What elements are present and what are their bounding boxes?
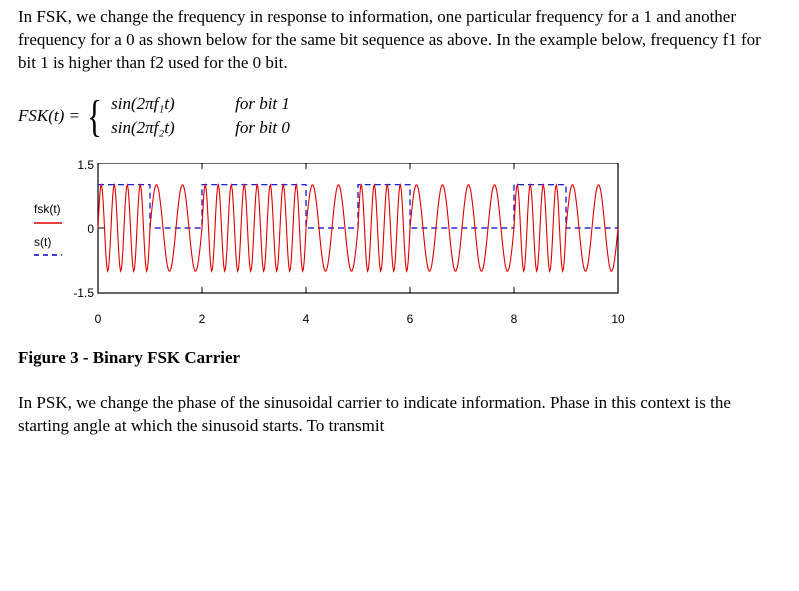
chart-plot — [58, 163, 622, 311]
fsk-chart: fsk(t) s(t) 1.5 0 -1.5 0246810 — [58, 163, 698, 327]
equation-brace: { sin(2πf₁t) for bit 1 sin(2πf₂t) for bi… — [84, 93, 290, 141]
page-root: In FSK, we change the frequency in respo… — [0, 0, 799, 591]
legend-label-st: s(t) — [34, 235, 51, 249]
equation-case1-expr: sin(2πf₁t) — [111, 93, 221, 116]
legend-swatch-fsk — [34, 220, 62, 226]
legend-item-fsk: fsk(t) — [34, 201, 62, 226]
xtick: 10 — [611, 311, 624, 327]
outro-paragraph: In PSK, we change the phase of the sinus… — [18, 392, 781, 438]
ytick-bot: -1.5 — [64, 285, 94, 301]
figure-caption: Figure 3 - Binary FSK Carrier — [18, 347, 781, 370]
equation-case2-expr: sin(2πf₂t) — [111, 117, 221, 140]
xtick: 2 — [199, 311, 206, 327]
xtick: 0 — [95, 311, 102, 327]
chart-legend: fsk(t) s(t) — [34, 201, 62, 267]
xtick-row: 0 2 4 6 8 10 — [58, 311, 698, 327]
intro-paragraph: In FSK, we change the frequency in respo… — [18, 6, 781, 75]
ytick-mid: 0 — [64, 221, 94, 237]
xtick: 8 — [511, 311, 518, 327]
equation-case1-cond: for bit 1 — [235, 93, 290, 116]
fsk-equation: FSK(t) = { sin(2πf₁t) for bit 1 sin(2πf₂… — [18, 93, 781, 141]
xtick: 6 — [407, 311, 414, 327]
legend-label-fsk: fsk(t) — [34, 202, 61, 216]
legend-swatch-st — [34, 252, 62, 258]
legend-item-st: s(t) — [34, 234, 62, 259]
xtick: 4 — [303, 311, 310, 327]
ytick-top: 1.5 — [64, 157, 94, 173]
equation-case2-cond: for bit 0 — [235, 117, 290, 140]
equation-lhs: FSK(t) = — [18, 105, 80, 128]
